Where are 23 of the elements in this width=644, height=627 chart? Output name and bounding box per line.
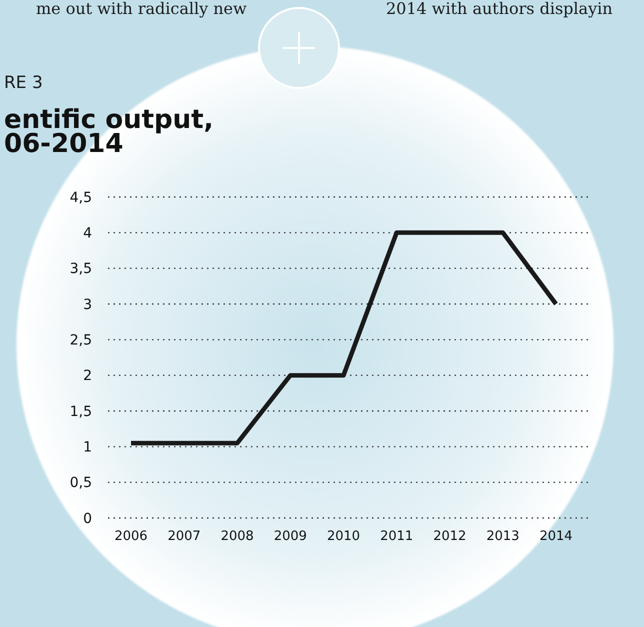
y-tick-label: 4,5 bbox=[70, 190, 92, 206]
chart-title: entific output, 06-2014 bbox=[4, 105, 214, 159]
x-tick-label: 2007 bbox=[168, 529, 201, 544]
x-tick-label: 2009 bbox=[274, 529, 307, 544]
y-tick-label: 3,5 bbox=[70, 261, 92, 278]
x-tick-label: 2014 bbox=[539, 529, 573, 544]
y-tick-label: 3 bbox=[83, 296, 92, 313]
x-tick-label: 2013 bbox=[486, 529, 520, 544]
text: 2014 with authors displayin bbox=[386, 0, 613, 18]
y-tick-label: 2,5 bbox=[70, 332, 92, 349]
text: me out with radically new bbox=[36, 0, 247, 18]
y-tick-label: 0,5 bbox=[70, 475, 92, 492]
x-tick-label: 2006 bbox=[114, 529, 148, 544]
y-tick-label: 1 bbox=[83, 440, 92, 456]
y-tick-label: 0 bbox=[83, 510, 92, 527]
y-tick-label: 4 bbox=[83, 226, 92, 242]
x-tick-label: 2012 bbox=[433, 529, 466, 544]
x-tick-label: 2010 bbox=[326, 529, 360, 544]
text: RE 3 bbox=[4, 73, 43, 93]
y-tick-label: 1,5 bbox=[70, 404, 92, 420]
x-tick-label: 2008 bbox=[220, 529, 254, 544]
x-tick-label: 2011 bbox=[380, 529, 414, 544]
y-tick-label: 2 bbox=[83, 368, 92, 384]
